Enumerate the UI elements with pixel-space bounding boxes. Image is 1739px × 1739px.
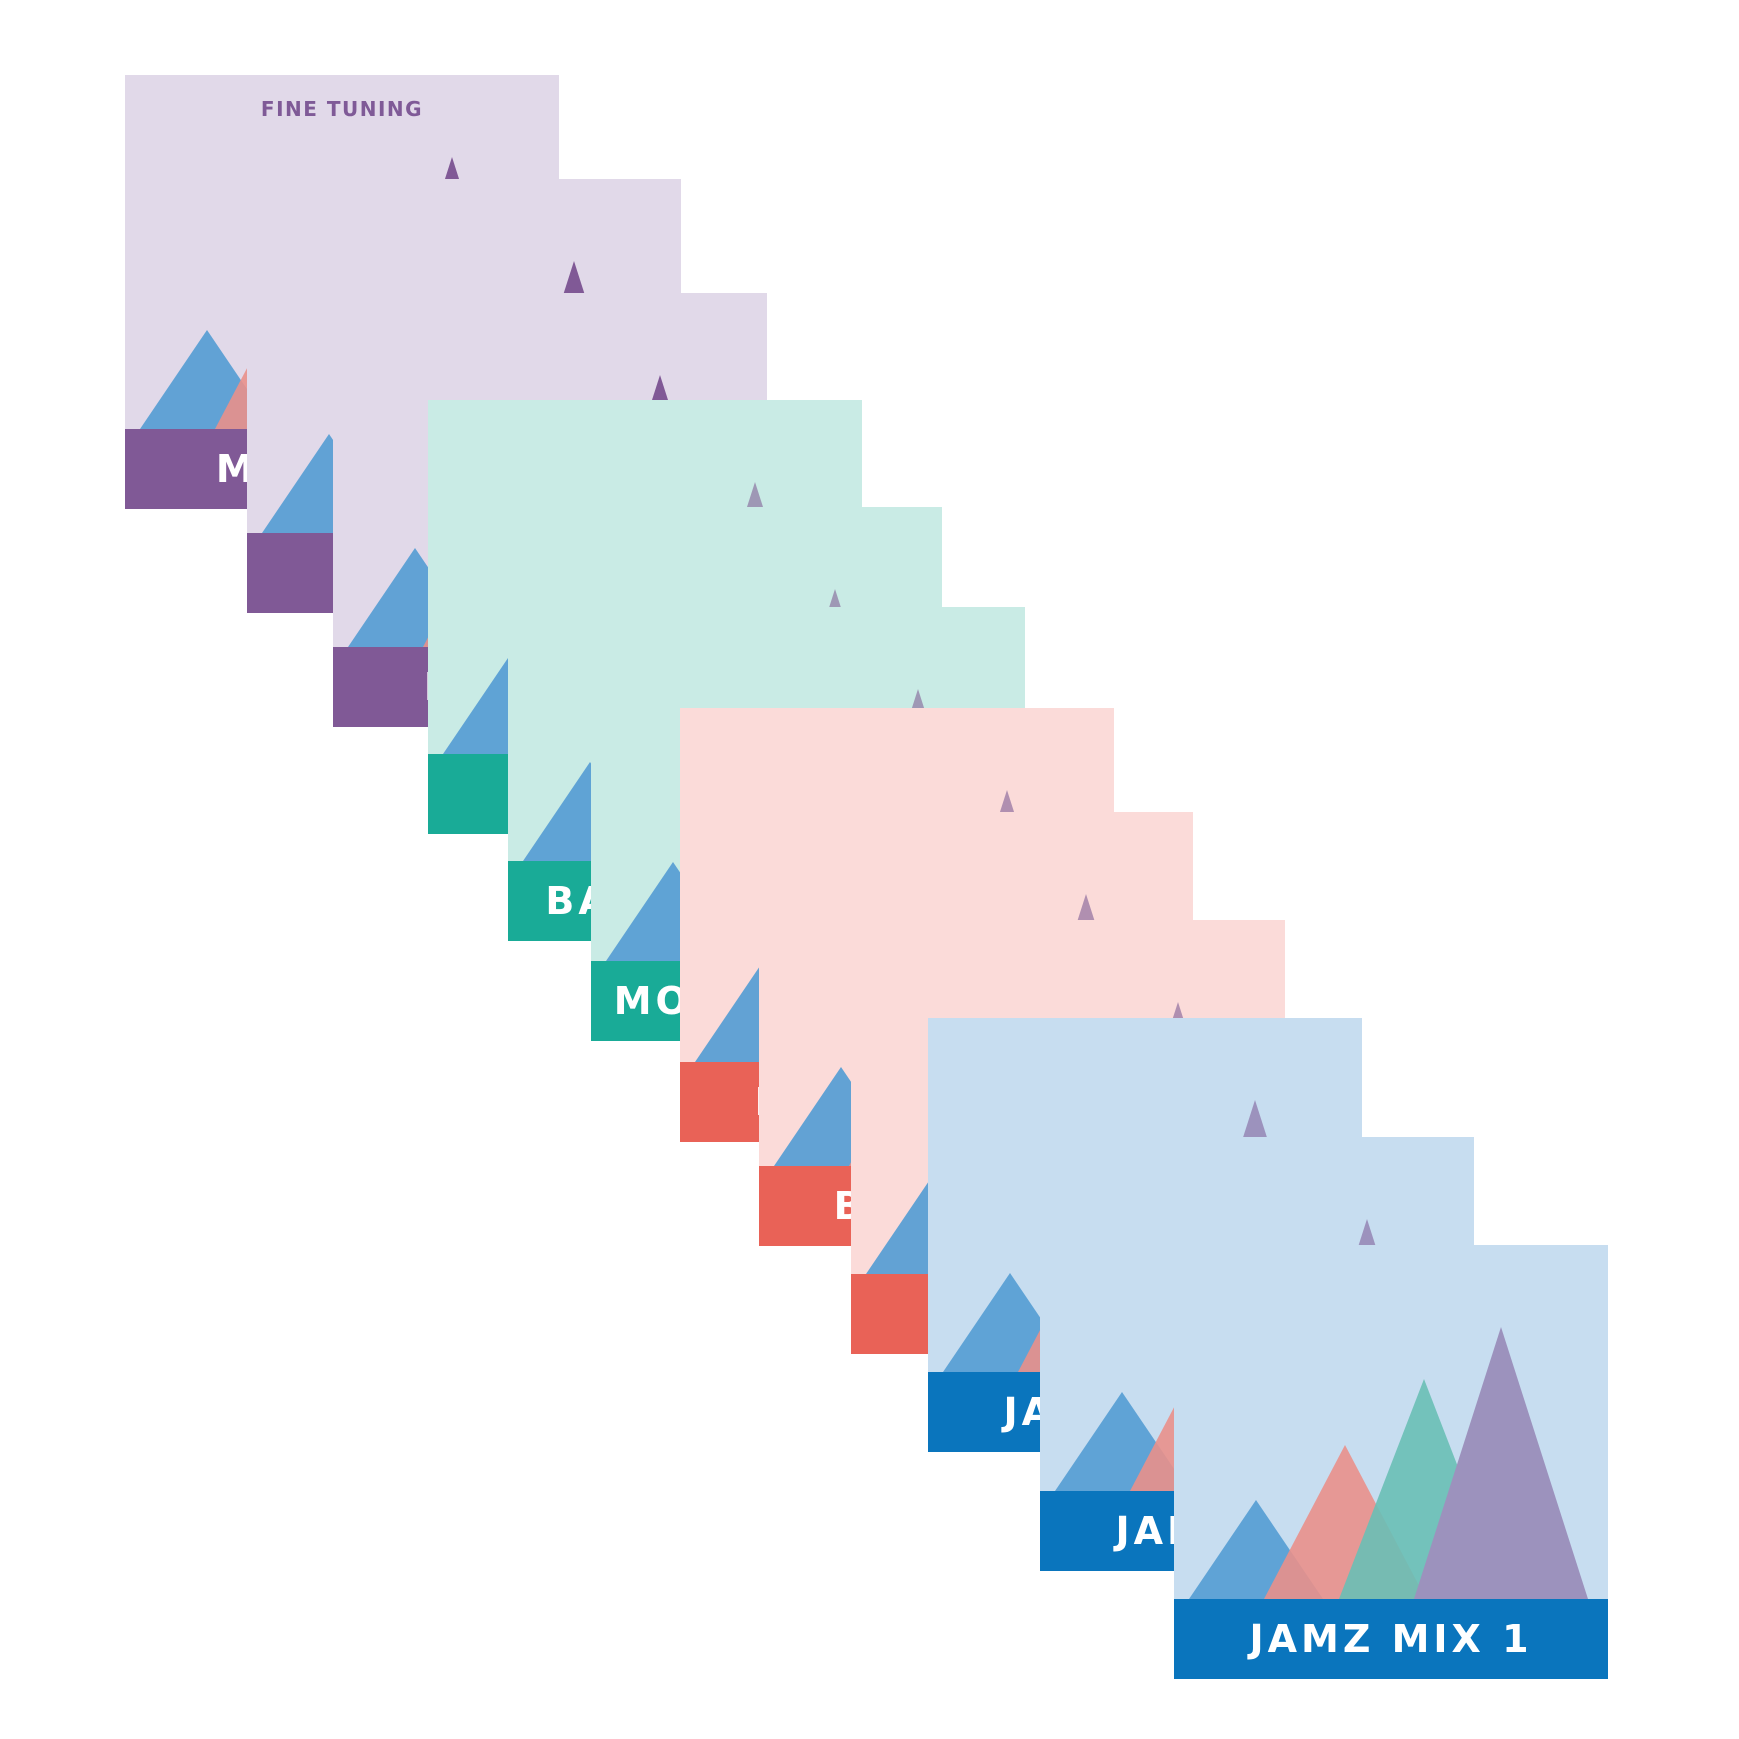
album-cover[interactable]: JAMZ MIX 1 (1174, 1245, 1608, 1679)
album-title: JAMZ MIX 1 (1249, 1617, 1533, 1661)
brand-label: FINE TUNING (260, 97, 424, 121)
mountain-art (1189, 1327, 1588, 1599)
title-band: JAMZ MIX 1 (1174, 1599, 1608, 1679)
peak-main (1414, 1327, 1588, 1599)
